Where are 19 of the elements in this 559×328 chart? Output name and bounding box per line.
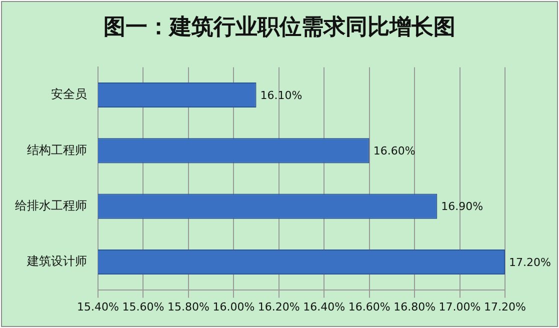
- data-label: 16.60%: [373, 144, 416, 158]
- x-tick-label: 15.60%: [122, 300, 164, 314]
- x-tick-label: 16.40%: [303, 300, 346, 314]
- x-tick-label: 16.20%: [258, 300, 300, 314]
- y-tick-label: 给排水工程师: [15, 198, 87, 212]
- x-tick-label: 16.60%: [348, 300, 390, 314]
- x-tick-label: 16.80%: [394, 300, 436, 314]
- x-tick-label: 15.40%: [77, 300, 119, 314]
- data-label: 17.20%: [509, 256, 551, 269]
- x-tick-label: 17.00%: [438, 300, 481, 314]
- data-label: 16.90%: [441, 200, 484, 214]
- x-tick-label: 16.00%: [212, 300, 255, 314]
- y-tick-label: 建筑设计师: [26, 254, 87, 268]
- y-tick-label: 结构工程师: [27, 142, 87, 157]
- x-tick-label: 17.20%: [484, 300, 526, 314]
- y-tick-label: 安全员: [51, 87, 87, 102]
- data-label: 16.10%: [260, 88, 302, 102]
- x-tick-label: 15.80%: [167, 300, 210, 314]
- chart-title: 图一：建筑行业职位需求同比增长图: [102, 13, 456, 42]
